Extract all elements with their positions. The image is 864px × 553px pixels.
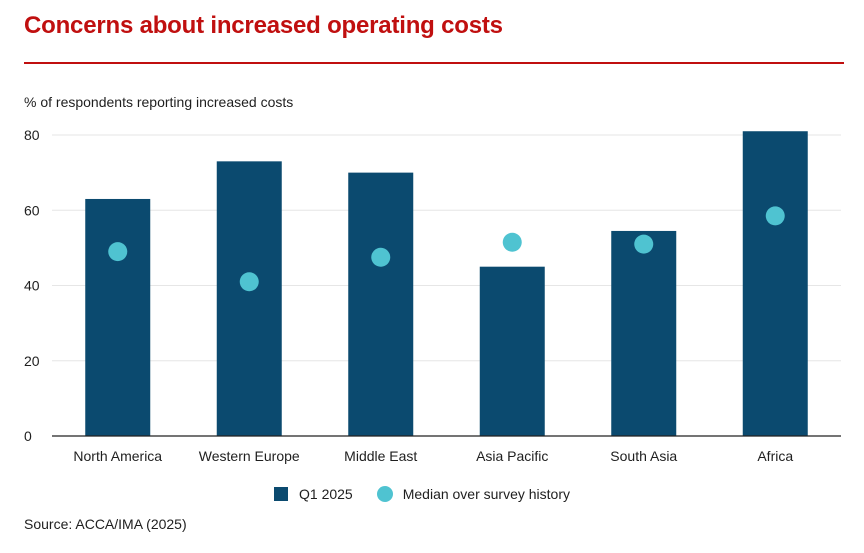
- x-tick-label: Asia Pacific: [476, 448, 548, 464]
- median-dot: [634, 234, 654, 254]
- bar: [216, 161, 282, 436]
- x-tick-label: Middle East: [344, 448, 417, 464]
- title-divider: [24, 62, 844, 64]
- bar: [479, 266, 545, 436]
- bar: [742, 131, 808, 437]
- legend-bar-swatch: [274, 487, 288, 501]
- bar: [85, 198, 151, 436]
- x-tick-label: South Asia: [610, 448, 677, 464]
- x-tick-label: North America: [73, 448, 162, 464]
- bar-chart: 0 20 40 60 80 North America Western Europe Midd…: [24, 127, 841, 464]
- median-dot: [108, 242, 128, 262]
- y-tick-label: 80: [24, 127, 40, 143]
- chart-title: Concerns about increased operating costs: [24, 12, 503, 39]
- y-axis-label: % of respondents reporting increased cos…: [24, 94, 294, 110]
- source-note: Source: ACCA/IMA (2025): [24, 516, 187, 532]
- median-dot: [765, 206, 785, 226]
- legend-label-median: Median over survey history: [402, 486, 571, 502]
- bar: [611, 230, 677, 436]
- legend-dot-swatch: [376, 486, 393, 502]
- legend: Q1 2025 Median over survey history: [274, 486, 570, 502]
- y-tick-label: 60: [24, 202, 40, 218]
- bar: [348, 172, 414, 436]
- legend-label-q1-2025: Q1 2025: [299, 486, 353, 502]
- y-tick-label: 0: [24, 428, 32, 444]
- x-tick-label: Africa: [757, 448, 793, 464]
- x-tick-label: Western Europe: [199, 448, 300, 464]
- median-dot: [502, 232, 522, 252]
- y-tick-label: 40: [24, 278, 40, 294]
- y-tick-label: 20: [24, 353, 40, 369]
- median-dot: [239, 272, 259, 292]
- median-dot: [371, 247, 391, 267]
